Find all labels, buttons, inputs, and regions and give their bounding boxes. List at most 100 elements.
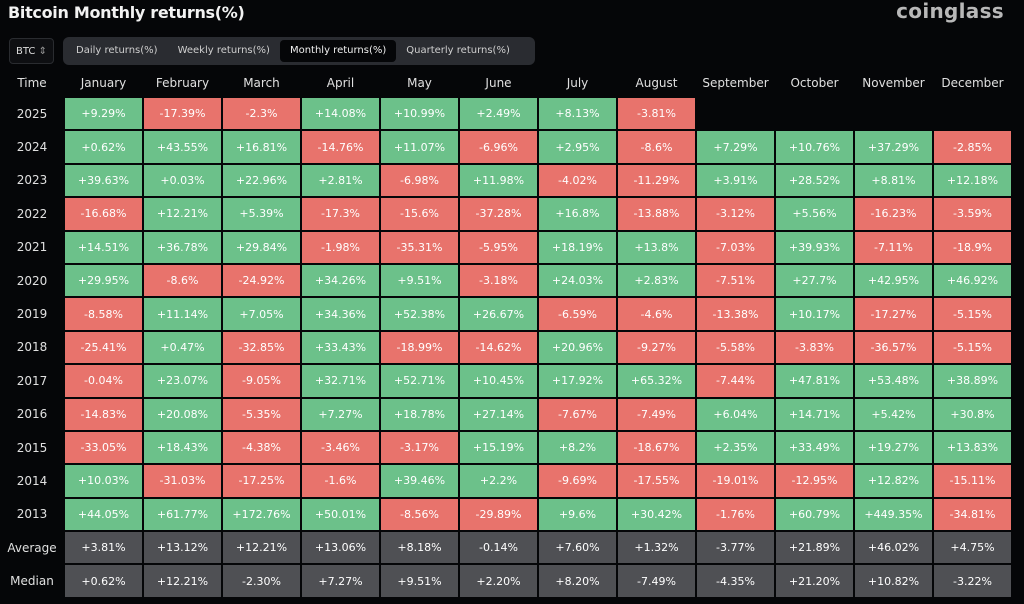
tab-weekly-returns[interactable]: Weekly returns(%) [177, 45, 270, 56]
month-header-july: July [566, 76, 589, 90]
return-cell: -3.59% [934, 198, 1011, 230]
return-cell: +2.2% [460, 465, 537, 497]
return-cell: +37.29% [855, 131, 932, 163]
return-cell: -8.56% [381, 498, 458, 531]
return-cell: +14.08% [302, 98, 379, 130]
return-cell: -32.85% [223, 331, 300, 364]
row-label: 2020 [16, 273, 48, 288]
return-cell: -1.98% [302, 231, 379, 263]
year-row-2025: 2025 +9.29% -17.39% -2.3% +14.08% +10.99% +2.4… [0, 97, 1012, 130]
year-row-2021: 2021 +14.51% +36.78% +29.84% -1.98% -35.31% -5… [0, 231, 1012, 264]
return-cell: +16.8% [539, 198, 616, 230]
return-cell: +14.71% [776, 398, 853, 430]
return-cell: +10.45% [460, 365, 537, 397]
return-cell: +7.27% [302, 398, 379, 430]
return-cell: +61.77% [144, 498, 221, 531]
return-cell: -17.55% [618, 465, 695, 497]
month-header-january: January [80, 76, 127, 90]
summary-cell: -3.77% [697, 532, 774, 564]
month-header-march: March [243, 76, 280, 90]
row-label: 2016 [16, 407, 48, 422]
year-row-2020: 2020 +29.95% -8.6% -24.92% +34.26% +9.51% -3.1… [0, 264, 1012, 297]
return-cell: -1.76% [697, 498, 774, 531]
summary-cell: +8.18% [381, 532, 458, 564]
return-cell: +5.42% [855, 398, 932, 430]
year-row-2018: 2018 -25.41% +0.47% -32.85% +33.43% -18.99% -1… [0, 331, 1012, 364]
return-cell: -15.6% [381, 198, 458, 230]
return-cell: -13.38% [697, 298, 774, 330]
row-label: Average [7, 540, 57, 555]
return-cell: +12.82% [855, 465, 932, 497]
summary-cell: +10.82% [855, 565, 932, 597]
return-cell: -13.88% [618, 198, 695, 230]
return-cell: +39.63% [65, 164, 142, 197]
row-label: 2014 [16, 473, 48, 488]
summary-cell: +4.75% [934, 532, 1011, 564]
return-cell: +5.56% [776, 198, 853, 230]
return-cell: +13.83% [934, 431, 1011, 464]
empty-cell [855, 98, 932, 129]
return-cell: -7.11% [855, 231, 932, 263]
return-cell: -7.44% [697, 365, 774, 397]
return-cell: +6.04% [697, 398, 774, 430]
row-label: 2023 [16, 173, 48, 188]
return-cell: -17.3% [302, 198, 379, 230]
return-cell: +8.81% [855, 164, 932, 197]
tab-daily-returns[interactable]: Daily returns(%) [76, 45, 158, 56]
return-cell: -17.27% [855, 298, 932, 330]
summary-cell: +46.02% [855, 532, 932, 564]
year-row-2013: 2013 +44.05% +61.77% +172.76% +50.01% -8.56% -… [0, 498, 1012, 531]
return-cell: +9.51% [381, 264, 458, 297]
return-cell: -7.51% [697, 264, 774, 297]
return-cell: +2.35% [697, 431, 774, 464]
summary-cell: -2.30% [223, 565, 300, 597]
month-header-april: April [326, 76, 355, 90]
return-cell: +39.93% [776, 231, 853, 263]
summary-cell: -3.22% [934, 565, 1011, 597]
return-cell: +11.98% [460, 164, 537, 197]
summary-cell: +13.06% [302, 532, 379, 564]
year-row-2017: 2017 -0.04% +23.07% -9.05% +32.71% +52.71% +10… [0, 364, 1012, 397]
tab-quarterly-returns[interactable]: Quarterly returns(%) [406, 45, 510, 56]
return-cell: +449.35% [855, 498, 932, 531]
return-cell: -16.23% [855, 198, 932, 230]
year-row-2016: 2016 -14.83% +20.08% -5.35% +7.27% +18.78% +27… [0, 398, 1012, 431]
return-cell: -5.35% [223, 398, 300, 430]
return-cell: -6.98% [381, 164, 458, 197]
return-cell: -14.62% [460, 331, 537, 364]
return-cell: +28.52% [776, 164, 853, 197]
row-label: 2025 [16, 106, 48, 121]
return-cell: -29.89% [460, 498, 537, 531]
asset-selector[interactable]: BTC ⇕ [9, 38, 54, 64]
summary-cell: -0.14% [460, 532, 537, 564]
month-header-october: October [790, 76, 839, 90]
return-cell: +2.81% [302, 164, 379, 197]
return-cell: +60.79% [776, 498, 853, 531]
summary-cell: +7.27% [302, 565, 379, 597]
return-cell: +33.49% [776, 431, 853, 464]
year-row-2022: 2022 -16.68% +12.21% +5.39% -17.3% -15.6% -37.… [0, 197, 1012, 230]
row-label: 2019 [16, 307, 48, 322]
tab-monthly-returns[interactable]: Monthly returns(%) [279, 40, 397, 62]
returns-heatmap: Time January February March April May June Jul… [0, 69, 1012, 598]
return-cell: +30.42% [618, 498, 695, 531]
return-cell: +52.71% [381, 365, 458, 397]
row-label: Median [10, 574, 54, 589]
return-cell: +172.76% [223, 498, 300, 531]
return-cell: -18.99% [381, 331, 458, 364]
return-cell: -34.81% [934, 498, 1011, 531]
summary-cell: +0.62% [65, 565, 142, 597]
summary-cell: +7.60% [539, 532, 616, 564]
return-cell: -2.85% [934, 131, 1011, 163]
summary-cell: +9.51% [381, 565, 458, 597]
return-cell: +3.91% [697, 164, 774, 197]
up-down-chevron-icon: ⇕ [38, 46, 47, 57]
return-cell: +65.32% [618, 365, 695, 397]
summary-cell: +21.89% [776, 532, 853, 564]
month-header-may: May [407, 76, 432, 90]
return-cell: +20.96% [539, 331, 616, 364]
return-cell: -31.03% [144, 465, 221, 497]
return-cell: -1.6% [302, 465, 379, 497]
asset-label: BTC [16, 46, 36, 57]
return-cell: -5.95% [460, 231, 537, 263]
